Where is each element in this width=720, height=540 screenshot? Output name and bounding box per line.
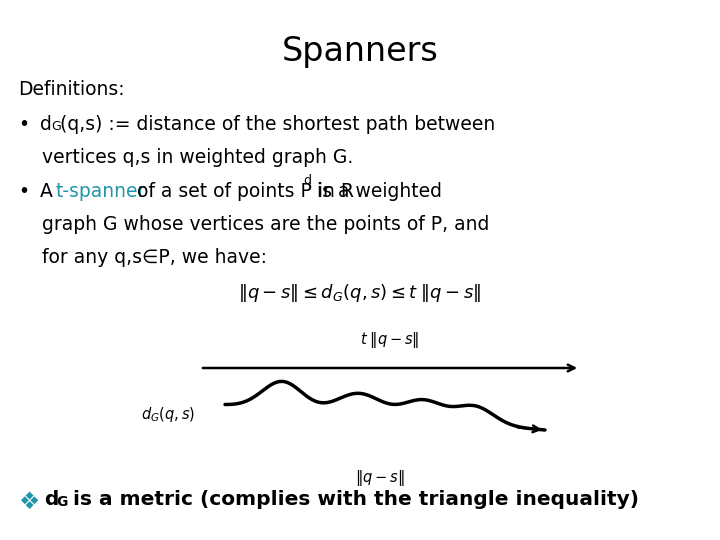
Text: $\|q - s\| \leq d_G(q, s) \leq t \; \|q - s\|$: $\|q - s\| \leq d_G(q, s) \leq t \; \|q … [238, 282, 482, 304]
Text: is a weighted: is a weighted [311, 182, 442, 201]
Text: (q,s) := distance of the shortest path between: (q,s) := distance of the shortest path b… [60, 115, 495, 134]
Text: Definitions:: Definitions: [18, 80, 125, 99]
Text: for any q,s∈P, we have:: for any q,s∈P, we have: [42, 248, 267, 267]
Text: $d_G(q, s)$: $d_G(q, s)$ [141, 406, 195, 424]
Text: G: G [56, 495, 68, 509]
Text: G: G [51, 120, 60, 133]
Text: d: d [44, 490, 58, 509]
Text: •: • [18, 182, 29, 201]
Text: Spanners: Spanners [282, 35, 438, 68]
Text: is a metric (complies with the triangle inequality): is a metric (complies with the triangle … [66, 490, 639, 509]
Text: $t \; \|q - s\|$: $t \; \|q - s\|$ [360, 330, 420, 350]
Text: d: d [40, 115, 52, 134]
Text: of a set of points P in R: of a set of points P in R [131, 182, 354, 201]
Text: •: • [18, 115, 29, 134]
Text: t-spanner: t-spanner [55, 182, 145, 201]
Text: d: d [303, 174, 311, 187]
Text: vertices q,s in weighted graph G.: vertices q,s in weighted graph G. [42, 148, 354, 167]
Text: $\|q - s\|$: $\|q - s\|$ [355, 468, 405, 488]
Text: graph G whose vertices are the points of P, and: graph G whose vertices are the points of… [42, 215, 490, 234]
Text: ❖: ❖ [18, 490, 39, 514]
Text: A: A [40, 182, 59, 201]
